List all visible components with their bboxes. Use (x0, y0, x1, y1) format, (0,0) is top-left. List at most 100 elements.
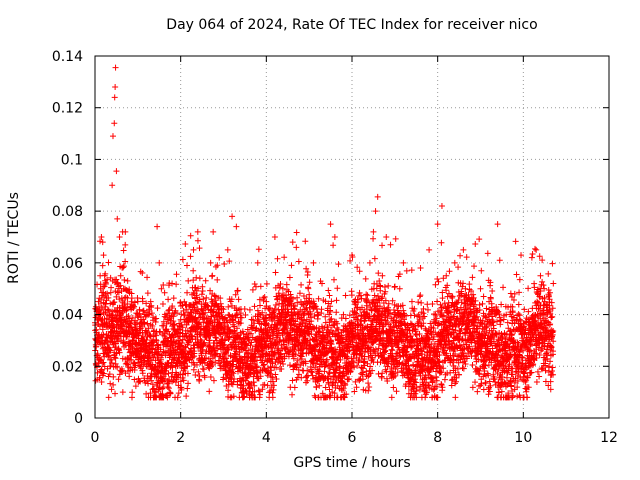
data-point (230, 393, 237, 400)
data-point (244, 358, 251, 365)
data-point (114, 315, 121, 322)
data-point (251, 303, 258, 310)
data-point (303, 373, 310, 380)
data-point (107, 347, 114, 354)
data-point (220, 374, 227, 381)
data-point (126, 373, 133, 380)
data-point (170, 344, 177, 351)
data-point (174, 394, 181, 401)
data-point (206, 388, 213, 395)
data-point (184, 363, 191, 370)
data-point (134, 295, 141, 302)
data-point (480, 293, 487, 300)
data-point (485, 391, 492, 398)
data-point (528, 254, 535, 261)
data-point (472, 379, 479, 386)
data-point (112, 64, 119, 71)
data-point (234, 325, 241, 332)
data-point (245, 347, 252, 354)
data-point (145, 380, 152, 387)
data-point (180, 377, 187, 384)
data-point (190, 267, 197, 274)
data-point (223, 371, 230, 378)
data-point (107, 289, 114, 296)
data-point (207, 287, 214, 294)
data-point (184, 370, 191, 377)
data-point (191, 304, 198, 311)
data-point (116, 349, 123, 356)
data-point (259, 386, 266, 393)
data-point (260, 362, 267, 369)
data-point (144, 290, 151, 297)
data-point (162, 371, 169, 378)
data-point (158, 285, 165, 292)
data-point (250, 379, 257, 386)
data-point (124, 361, 131, 368)
data-point (207, 373, 214, 380)
data-point (325, 369, 332, 376)
data-point (104, 341, 111, 348)
data-point (214, 316, 221, 323)
data-point (120, 247, 127, 254)
data-point (203, 354, 210, 361)
data-point (225, 387, 232, 394)
data-point (496, 257, 503, 264)
data-point (190, 277, 197, 284)
data-point (108, 386, 115, 393)
data-point (108, 356, 115, 363)
data-point (229, 213, 236, 220)
data-point (512, 238, 519, 245)
data-point (388, 394, 395, 401)
data-point (170, 313, 177, 320)
data-point (100, 252, 107, 259)
data-point (187, 253, 194, 260)
data-point (145, 325, 152, 332)
data-point (148, 310, 155, 317)
data-point (164, 394, 171, 401)
data-point (363, 291, 370, 298)
data-point (113, 276, 120, 283)
data-point (109, 182, 116, 189)
data-point (104, 365, 111, 372)
data-point (498, 388, 505, 395)
data-point (166, 280, 173, 287)
data-point (117, 282, 124, 289)
data-point (221, 261, 228, 268)
data-point (179, 324, 186, 331)
data-point (257, 326, 264, 333)
data-point (431, 311, 438, 318)
data-point (200, 296, 207, 303)
data-point (289, 391, 296, 398)
data-point (132, 340, 139, 347)
data-point (184, 289, 191, 296)
data-point (417, 292, 424, 299)
data-point (264, 382, 271, 389)
data-point (238, 314, 245, 321)
data-point (333, 309, 340, 316)
data-point (289, 239, 296, 246)
data-point (289, 377, 296, 384)
data-point (231, 376, 238, 383)
data-point (225, 346, 232, 353)
data-point (187, 232, 194, 239)
data-point (151, 388, 158, 395)
data-point (242, 377, 249, 384)
data-point (105, 352, 112, 359)
data-point (217, 295, 224, 302)
data-points (92, 64, 557, 401)
data-point (111, 120, 118, 127)
data-point (93, 343, 100, 350)
data-point (196, 275, 203, 282)
data-point (248, 339, 255, 346)
data-point (120, 264, 127, 271)
data-point (393, 388, 400, 395)
data-point (472, 240, 479, 247)
data-point (254, 307, 261, 314)
data-point (193, 361, 200, 368)
data-point (283, 281, 290, 288)
data-point (149, 322, 156, 329)
data-point (214, 276, 221, 283)
data-point (124, 300, 131, 307)
data-point (176, 320, 183, 327)
data-point (234, 311, 241, 318)
